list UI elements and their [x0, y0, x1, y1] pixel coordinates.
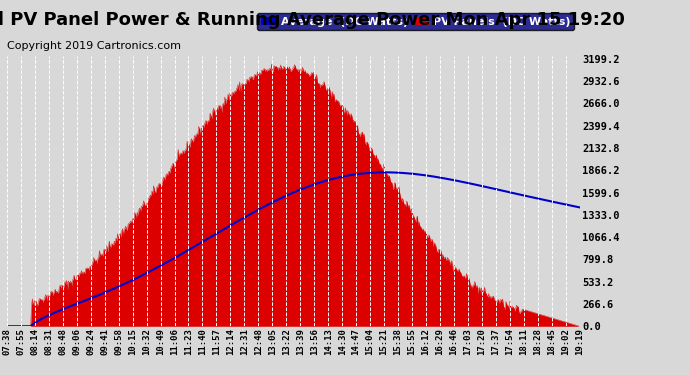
- Legend: Average  (DC Watts), PV Panels  (DC Watts): Average (DC Watts), PV Panels (DC Watts): [257, 13, 574, 30]
- Text: Total PV Panel Power & Running Average Power Mon Apr 15 19:20: Total PV Panel Power & Running Average P…: [0, 11, 624, 29]
- Text: Copyright 2019 Cartronics.com: Copyright 2019 Cartronics.com: [7, 41, 181, 51]
